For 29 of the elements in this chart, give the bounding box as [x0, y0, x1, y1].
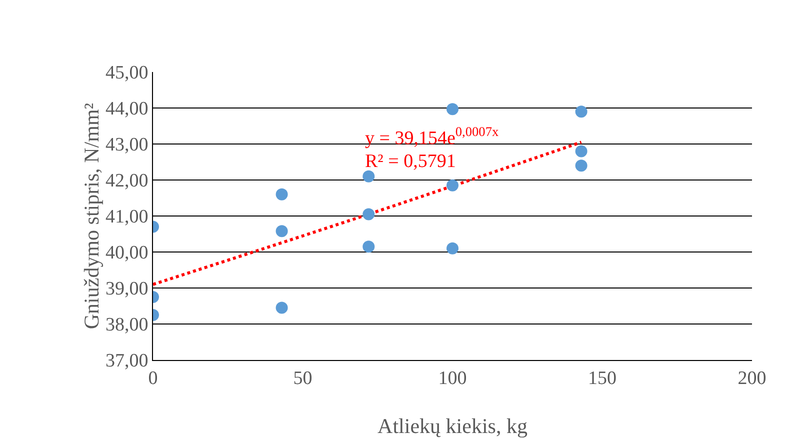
y-tick-label: 43,00 — [105, 134, 148, 156]
point — [446, 242, 458, 254]
point — [575, 145, 588, 158]
point — [362, 208, 375, 220]
y-tick-label: 42,00 — [105, 170, 148, 192]
x-tick-label: 150 — [588, 368, 616, 389]
y-tick-label: 45,00 — [105, 62, 148, 84]
y-tick-label: 39,00 — [105, 278, 148, 300]
point — [446, 103, 458, 116]
point — [575, 106, 588, 118]
x-axis-title: Atliekų kiekis, kg — [378, 414, 528, 438]
point — [276, 188, 288, 200]
x-tick-label: 50 — [293, 368, 312, 389]
y-axis-title: Gniuždymo stipris, N/mm² — [79, 102, 104, 330]
x-tick-label: 100 — [438, 368, 467, 389]
point — [362, 170, 375, 182]
point — [575, 160, 588, 172]
point — [446, 179, 458, 192]
y-tick-label: 44,00 — [105, 98, 148, 120]
point — [276, 225, 288, 238]
annotation: R² = 0,5791 — [365, 151, 456, 172]
y-tick-label: 40,00 — [105, 242, 148, 264]
y-tick-label: 37,00 — [105, 350, 148, 372]
point — [276, 302, 288, 314]
y-tick-label: 41,00 — [105, 206, 148, 228]
x-tick-label: 200 — [738, 368, 766, 389]
point — [362, 240, 375, 253]
x-tick-label: 0 — [148, 368, 158, 389]
y-tick-label: 38,00 — [105, 314, 148, 336]
